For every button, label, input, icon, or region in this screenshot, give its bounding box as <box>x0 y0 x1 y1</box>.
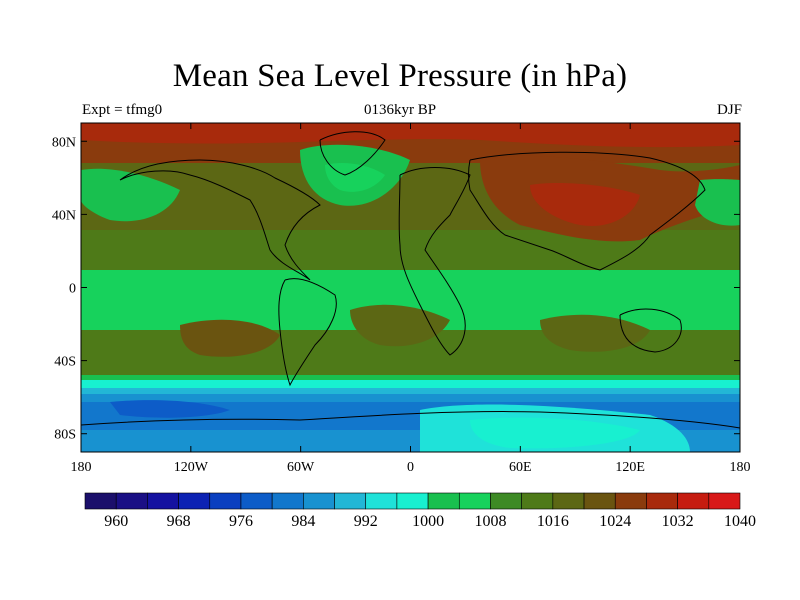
aleutian-low-east <box>695 179 740 226</box>
lon-tick-label: 60E <box>509 460 532 475</box>
antarctic-core <box>470 417 640 449</box>
siberian-high-core <box>530 183 640 226</box>
aleutian-low <box>81 168 180 222</box>
antarctic-low-dark <box>110 400 230 418</box>
lon-tick-label: 0 <box>407 460 414 475</box>
colorbar-label: 992 <box>354 513 378 530</box>
colorbar-swatch <box>178 492 211 510</box>
colorbar-swatch <box>115 492 148 510</box>
lat-tick-label: 0 <box>69 282 76 297</box>
colorbar-swatch <box>583 492 616 510</box>
colorbar-swatch <box>427 492 460 510</box>
map-title: Mean Sea Level Pressure (in hPa) <box>172 58 628 94</box>
colorbar-swatch <box>677 492 710 510</box>
north-america-coast <box>119 159 321 281</box>
lon-tick-label: 180 <box>730 460 751 475</box>
colorbar-swatch <box>708 492 741 510</box>
antarctica-coast <box>81 411 740 429</box>
europe-africa-coast <box>398 167 471 356</box>
icelandic-low-core <box>325 163 385 192</box>
colorbar-label: 1024 <box>599 513 631 530</box>
south-indian-high <box>540 314 650 352</box>
longitude-axis: 180 120W 60W 0 60E 120E 180 <box>71 123 751 475</box>
band-984 <box>81 394 740 402</box>
colorbar-swatch <box>521 492 554 510</box>
band-992 <box>81 388 740 394</box>
colorbar-swatch <box>209 492 242 510</box>
season-label: DJF <box>716 102 742 118</box>
colorbar-swatch <box>646 492 678 510</box>
south-pacific-high <box>180 319 280 357</box>
band-1000 <box>81 380 740 388</box>
colorbar-swatch <box>334 492 367 510</box>
colorbar-label: 976 <box>229 513 253 530</box>
colorbar-swatch <box>490 492 522 510</box>
colorbar-label: 1000 <box>412 513 444 530</box>
lat-tick-label: 80S <box>54 428 76 443</box>
colorbar-swatch <box>147 492 179 510</box>
colorbar-label: 1008 <box>474 513 506 530</box>
colorbar-label: 984 <box>291 513 315 530</box>
colorbar-label: 1032 <box>662 513 694 530</box>
experiment-label: Expt = tfmg0 <box>82 102 163 118</box>
colorbar-label: 968 <box>167 513 191 530</box>
colorbar-swatch <box>271 492 304 510</box>
lat-tick-label: 80N <box>52 135 76 150</box>
lon-tick-label: 120W <box>174 460 209 475</box>
lat-tick-label: 40S <box>54 355 76 370</box>
lon-tick-label: 60W <box>287 460 315 475</box>
colorbar-swatch <box>396 492 429 510</box>
lon-tick-label: 120E <box>615 460 645 475</box>
colorbar-label: 1040 <box>724 513 756 530</box>
colorbar-swatch <box>614 492 647 510</box>
lon-tick-label: 180 <box>71 460 92 475</box>
arctic-high-core <box>81 123 740 148</box>
asia-coast <box>468 151 706 271</box>
colorbar-swatch <box>365 492 398 510</box>
latitude-axis: 80N 40N 0 40S 80S <box>52 135 740 443</box>
pressure-field <box>81 123 740 452</box>
colorbar-label: 1016 <box>537 513 569 530</box>
colorbar-swatch <box>458 492 491 510</box>
lat-tick-label: 40N <box>52 208 76 223</box>
colorbar: 960 968 976 984 992 1000 1008 1016 1024 1032 1040 <box>84 492 756 530</box>
colorbar-swatch <box>84 492 117 510</box>
greenland-coast <box>319 131 386 176</box>
australia-coast <box>619 308 682 353</box>
colorbar-swatch <box>303 492 335 510</box>
colorbar-swatch <box>240 492 273 510</box>
coastlines <box>81 131 740 429</box>
colorbar-swatch <box>552 492 585 510</box>
colorbar-label: 960 <box>104 513 128 530</box>
south-america-coast <box>278 278 337 387</box>
map-subtitle: 0136kyr BP <box>363 102 437 118</box>
